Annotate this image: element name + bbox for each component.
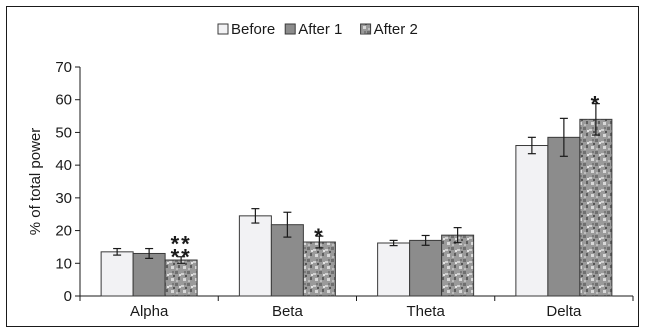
x-tick-label-theta: Theta xyxy=(406,303,445,320)
bar-beta-before xyxy=(238,215,272,297)
annotations: **** ** xyxy=(171,92,602,270)
significance-marker: * xyxy=(591,92,602,117)
significance-marker: ** xyxy=(171,232,192,257)
legend: Before After 1 After 2 xyxy=(217,21,418,38)
y-axis: 0 10 20 30 40 50 60 70 xyxy=(55,59,81,305)
bar-alpha-after-1 xyxy=(132,252,166,297)
x-axis: Alpha Beta Theta Delta xyxy=(79,295,634,320)
bar-theta-before xyxy=(377,242,411,297)
y-tick-label: 0 xyxy=(64,288,72,305)
significance-marker: * xyxy=(314,224,325,249)
legend-swatch-after-1 xyxy=(284,23,296,35)
chart-frame: Before After 1 After 2 0 10 20 30 40 50 60 70 Alp… xyxy=(6,6,639,327)
bar-delta-after-1 xyxy=(547,136,581,297)
y-tick-label: 70 xyxy=(55,59,72,76)
bar-chart: Before After 1 After 2 0 10 20 30 40 50 60 70 Alp… xyxy=(27,21,634,320)
y-tick-label: 50 xyxy=(55,124,72,141)
legend-swatch-before xyxy=(217,23,229,35)
x-tick-label-delta: Delta xyxy=(546,303,582,320)
bar-alpha-before xyxy=(100,251,134,297)
bar-theta-after-1 xyxy=(409,239,443,297)
y-axis-label: % of total power xyxy=(27,128,44,236)
legend-swatch-after-2 xyxy=(360,23,372,35)
y-tick-label: 20 xyxy=(55,223,72,240)
error-bars xyxy=(113,103,600,264)
bar-delta-before xyxy=(515,145,549,297)
significance-marker: ** xyxy=(171,245,192,270)
x-tick-label-alpha: Alpha xyxy=(130,303,169,320)
y-tick-label: 40 xyxy=(55,157,72,174)
bar-theta-after-2 xyxy=(441,234,475,297)
legend-label-after-2: After 2 xyxy=(374,21,418,38)
y-tick-label: 10 xyxy=(55,255,72,272)
legend-label-after-1: After 1 xyxy=(298,21,342,38)
x-tick-label-beta: Beta xyxy=(272,303,304,320)
y-tick-label: 30 xyxy=(55,190,72,207)
y-tick-label: 60 xyxy=(55,92,72,109)
bar-beta-after-2 xyxy=(302,241,336,297)
bar-delta-after-2 xyxy=(579,118,613,297)
legend-label-before: Before xyxy=(231,21,275,38)
